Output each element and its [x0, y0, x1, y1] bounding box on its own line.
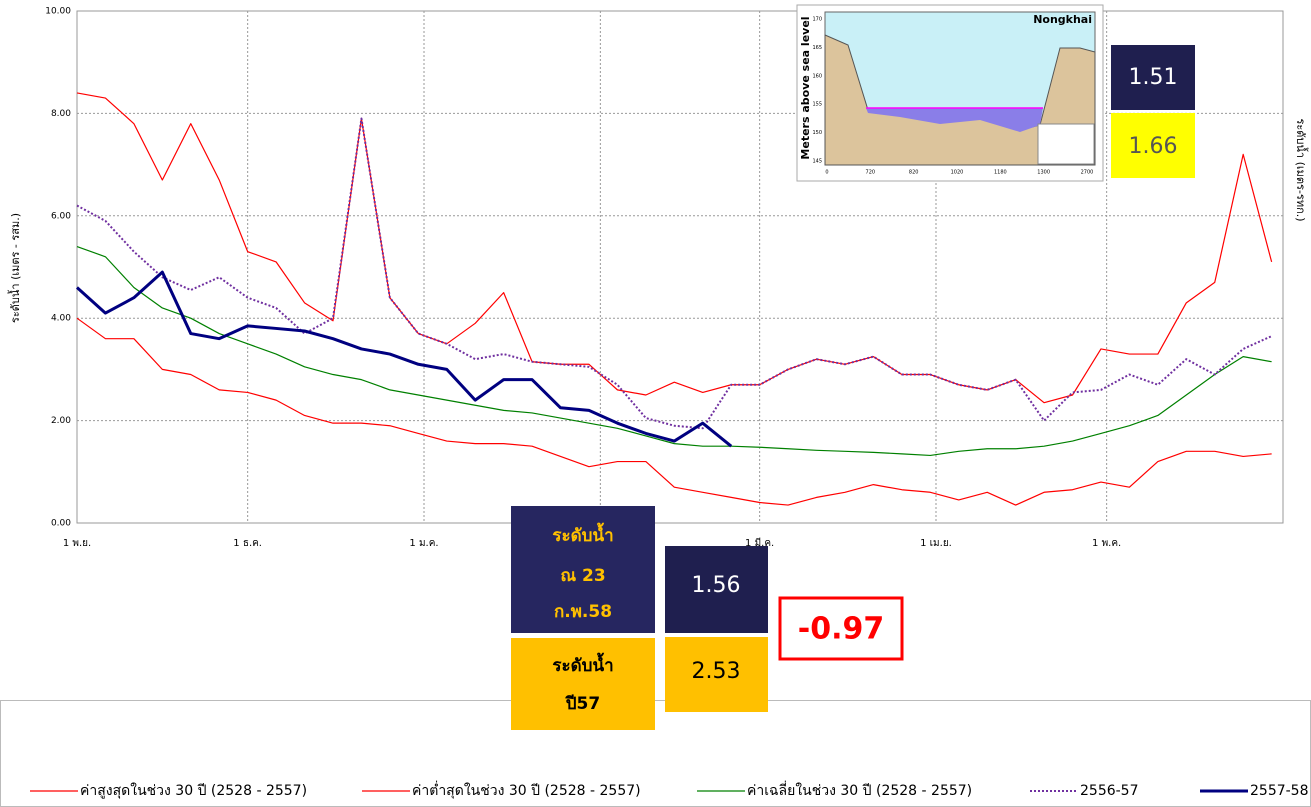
series-line	[76, 92, 1273, 404]
inset-x-tick: 1180	[994, 170, 1007, 176]
series-line	[75, 270, 733, 448]
y-tick-label: 8.00	[51, 109, 71, 119]
inset-y-tick: 155	[812, 102, 822, 108]
current-label: ก.พ.58	[554, 602, 612, 622]
inset-y-tick: 160	[812, 73, 822, 79]
legend-label: 2557-58	[1250, 783, 1309, 799]
inset-x-tick: 0	[825, 170, 828, 176]
last-year-label: ปี57	[565, 693, 600, 714]
series-line	[76, 117, 1273, 430]
last-year-label-box	[511, 638, 655, 730]
x-tick-label: 1 เม.ย.	[920, 538, 952, 549]
legend-label: ค่าเฉลี่ยในช่วง 30 ปี (2528 - 2557)	[747, 781, 972, 799]
inset: Nongkhai Meters above sea level 170 165 16…	[796, 4, 1104, 182]
last-year-label: ระดับน้ำ	[552, 652, 613, 676]
inset-x-tick: 720	[866, 170, 876, 176]
inset-title: Nongkhai	[1033, 13, 1092, 26]
last-year-box	[1111, 113, 1195, 178]
y-tick-label: 6.00	[51, 211, 71, 221]
legend-label: ค่าต่ำสุดในช่วง 30 ปี (2528 - 2557)	[412, 781, 641, 799]
inset-y-label: Meters above sea level	[799, 16, 812, 159]
x-tick-label: 1 พ.ย.	[63, 538, 91, 549]
last-year-value: 2.53	[692, 659, 741, 684]
inset-last-year: 1.66	[1129, 134, 1178, 159]
inset-x-tick: 1300	[1037, 170, 1050, 176]
y2-axis-label: ระดับน้ำ (เมตร-รทก.)	[1294, 118, 1309, 221]
y-tick-label: 10.00	[45, 7, 71, 17]
difference-box	[778, 596, 904, 661]
legend-frame	[0, 700, 1311, 807]
legend: ค่าสูงสุดในช่วง 30 ปี (2528 - 2557) ค่าต่…	[30, 781, 1309, 799]
inset-y-tick: 145	[812, 159, 822, 165]
current-label-box	[511, 506, 655, 633]
current-label: ณ 23	[560, 566, 605, 586]
inset-y-tick: 165	[812, 45, 822, 51]
current-label: ระดับน้ำ	[552, 522, 613, 546]
inset-x-tick: 820	[909, 170, 919, 176]
series-line	[76, 245, 1272, 457]
current-value-box	[665, 546, 768, 633]
y-axis-label: ระดับน้ำ (เมตร - รสม.)	[7, 213, 22, 323]
inset-current: 1.51	[1129, 65, 1178, 90]
x-tick-label: 1 ม.ค.	[409, 538, 438, 549]
inset-y-tick: 150	[812, 130, 822, 136]
inset-legend	[1037, 123, 1095, 165]
series-line	[76, 317, 1272, 506]
difference: -0.97	[798, 612, 884, 647]
last-year-value-box	[665, 637, 768, 712]
x-tick-label: 1 ธ.ค.	[233, 538, 262, 549]
y-tick-label: 0.00	[51, 519, 71, 529]
x-tick-label: 1 พ.ค.	[1092, 538, 1121, 549]
y-tick-label: 4.00	[51, 314, 71, 324]
inset-water	[866, 108, 1043, 132]
inset-y-tick: 170	[812, 17, 822, 23]
legend-label: ค่าสูงสุดในช่วง 30 ปี (2528 - 2557)	[80, 782, 307, 799]
inset-x-tick: 1020	[951, 170, 964, 176]
inset-x-tick: 2700	[1081, 170, 1094, 176]
current-value: 1.56	[692, 573, 741, 598]
legend-label: 2556-57	[1080, 783, 1139, 799]
y-tick-label: 2.00	[51, 416, 71, 426]
current-box	[1111, 45, 1195, 110]
